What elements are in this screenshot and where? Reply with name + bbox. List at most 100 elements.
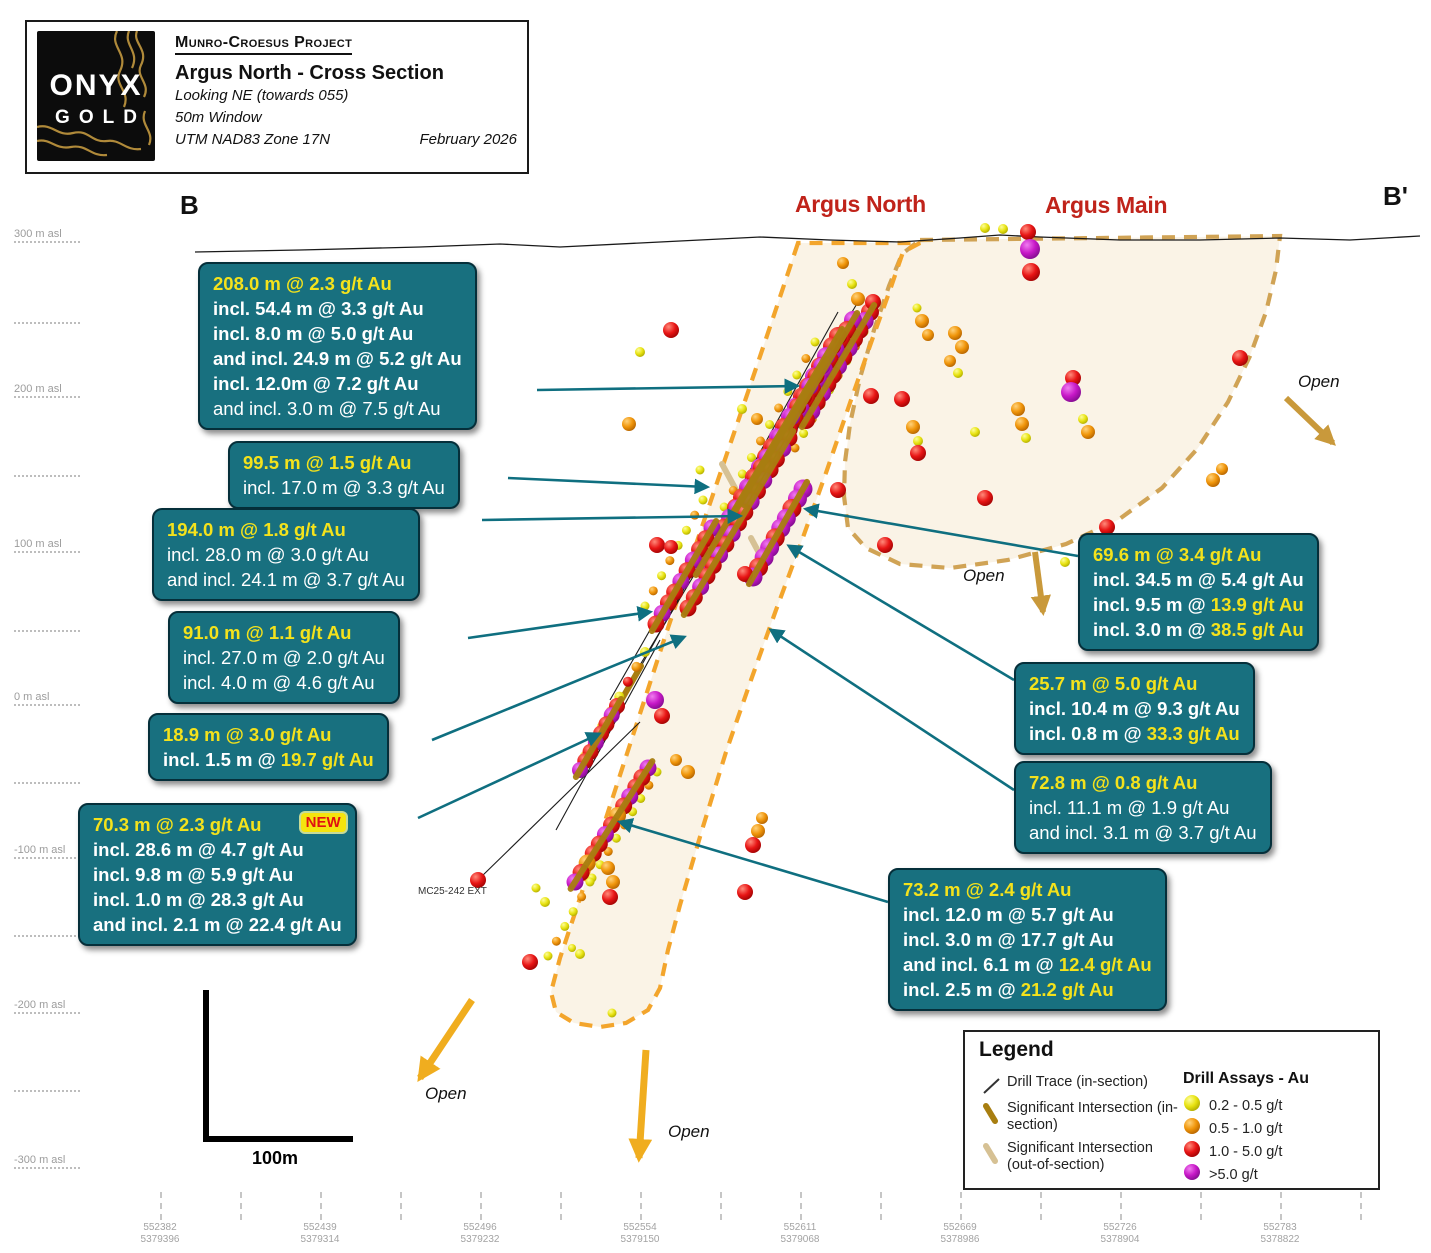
elevation-label: 200 m asl bbox=[14, 383, 80, 398]
callout-text: incl. 10.4 m @ 9.3 g/t Au bbox=[1029, 698, 1240, 719]
assay-legend-title: Drill Assays - Au bbox=[1183, 1070, 1309, 1087]
open-label-1: Open bbox=[1298, 372, 1340, 391]
callout-text: incl. 28.0 m @ 3.0 g/t Au bbox=[167, 544, 369, 565]
callout-line: incl. 8.0 m @ 5.0 g/t Au bbox=[213, 321, 462, 346]
assay-class-dot-icon bbox=[1183, 1163, 1201, 1186]
callout-text: 194.0 m @ 1.8 g/t Au bbox=[167, 519, 346, 540]
coordinate-label: 552439 5379314 bbox=[300, 1222, 340, 1245]
callout-line: incl. 9.8 m @ 5.9 g/t Au bbox=[93, 862, 342, 887]
callout-line: and incl. 24.9 m @ 5.2 g/t Au bbox=[213, 346, 462, 371]
coordinate-label: 552496 5379232 bbox=[460, 1222, 500, 1245]
open-label-3: Open bbox=[425, 1084, 467, 1103]
assay-class-label: 1.0 - 5.0 g/t bbox=[1209, 1143, 1283, 1160]
callout-text: and incl. 24.9 m @ 5.2 g/t Au bbox=[213, 348, 462, 369]
coordinate-label: 552669 5378986 bbox=[940, 1222, 980, 1245]
callout-text: incl. 9.5 m @ bbox=[1093, 594, 1211, 615]
drillhole-label: MC25-242 EXT bbox=[418, 886, 487, 897]
section-title: Argus North - Cross Section bbox=[175, 62, 444, 84]
callout-text: and incl. 2.1 m @ 22.4 g/t Au bbox=[93, 914, 342, 935]
legend-title: Legend bbox=[979, 1038, 1054, 1061]
callout-text: 69.6 m @ 3.4 g/t Au bbox=[1093, 544, 1262, 565]
legend-item-label: Significant Intersection (out-of-section… bbox=[1007, 1140, 1153, 1173]
callout-line: incl. 0.8 m @ 33.3 g/t Au bbox=[1029, 721, 1240, 746]
logo-text-gold: GOLD bbox=[55, 107, 146, 128]
callout-text: 99.5 m @ 1.5 g/t Au bbox=[243, 452, 412, 473]
zone-fills bbox=[551, 236, 1280, 1027]
callout-line: incl. 3.0 m @ 38.5 g/t Au bbox=[1093, 617, 1304, 642]
coordinate-label: 552726 5378904 bbox=[1100, 1222, 1140, 1245]
callout-line: 72.8 m @ 0.8 g/t Au bbox=[1029, 770, 1257, 795]
section-datum: UTM NAD83 Zone 17N bbox=[175, 131, 331, 148]
elevation-label: -300 m asl bbox=[14, 1154, 80, 1169]
coordinate-tick bbox=[1360, 1192, 1362, 1220]
callout-text: incl. 54.4 m @ 3.3 g/t Au bbox=[213, 298, 424, 319]
elevation-tick bbox=[14, 630, 80, 632]
elevation-tick bbox=[14, 1090, 80, 1092]
scalebar-horizontal bbox=[203, 1136, 353, 1142]
section-date: February 2026 bbox=[419, 131, 517, 148]
callout-text: and incl. 24.1 m @ 3.7 g/t Au bbox=[167, 569, 405, 590]
callout-line: 99.5 m @ 1.5 g/t Au bbox=[243, 450, 445, 475]
callout-line: incl. 12.0m @ 7.2 g/t Au bbox=[213, 371, 462, 396]
elevation-label: 100 m asl bbox=[14, 538, 80, 553]
callout-line: incl. 2.5 m @ 21.2 g/t Au bbox=[903, 977, 1152, 1002]
callout-c99: 99.5 m @ 1.5 g/t Au incl. 17.0 m @ 3.3 g/… bbox=[228, 441, 460, 509]
elevation-label: 300 m asl bbox=[14, 228, 80, 243]
callout-line: 25.7 m @ 5.0 g/t Au bbox=[1029, 671, 1240, 696]
assay-class-row: 1.0 - 5.0 g/t bbox=[1183, 1140, 1282, 1163]
section-orientation: Looking NE (towards 055) bbox=[175, 87, 349, 104]
callout-c18: 18.9 m @ 3.0 g/t Au incl. 1.5 m @ 19.7 g/… bbox=[148, 713, 389, 781]
callout-text: 18.9 m @ 3.0 g/t Au bbox=[163, 724, 332, 745]
callout-line: and incl. 3.0 m @ 7.5 g/t Au bbox=[213, 396, 462, 421]
callout-line: 70.3 m @ 2.3 g/t Au bbox=[93, 812, 342, 837]
coordinate-label: 552554 5379150 bbox=[620, 1222, 660, 1245]
assay-class-label: >5.0 g/t bbox=[1209, 1166, 1258, 1183]
legend-item-label: Drill Trace (in-section) bbox=[1007, 1074, 1148, 1090]
elevation-label: 0 m asl bbox=[14, 691, 80, 706]
callout-text: incl. 0.8 m @ bbox=[1029, 723, 1147, 744]
elevation-label: -100 m asl bbox=[14, 844, 80, 859]
callout-text: incl. 27.0 m @ 2.0 g/t Au bbox=[183, 647, 385, 668]
callout-text: 13.9 g/t Au bbox=[1210, 594, 1304, 615]
callout-text: incl. 3.0 m @ 17.7 g/t Au bbox=[903, 929, 1114, 950]
callout-line: incl. 1.0 m @ 28.3 g/t Au bbox=[93, 887, 342, 912]
callout-text: incl. 8.0 m @ 5.0 g/t Au bbox=[213, 323, 414, 344]
callout-text: 72.8 m @ 0.8 g/t Au bbox=[1029, 772, 1198, 793]
callout-text: incl. 28.6 m @ 4.7 g/t Au bbox=[93, 839, 304, 860]
open-label-4: Open bbox=[668, 1122, 710, 1141]
callout-text: 25.7 m @ 5.0 g/t Au bbox=[1029, 673, 1198, 694]
callout-text: incl. 2.5 m @ bbox=[903, 979, 1021, 1000]
elevation-tick bbox=[14, 782, 80, 784]
section-marker-b: B bbox=[180, 190, 199, 220]
callout-text: incl. 34.5 m @ 5.4 g/t Au bbox=[1093, 569, 1304, 590]
scalebar-label: 100m bbox=[252, 1148, 299, 1168]
callout-line: 91.0 m @ 1.1 g/t Au bbox=[183, 620, 385, 645]
callout-text: incl. 11.1 m @ 1.9 g/t Au bbox=[1029, 797, 1230, 818]
callout-line: 208.0 m @ 2.3 g/t Au bbox=[213, 271, 462, 296]
callout-arrows bbox=[417, 378, 1079, 904]
callout-line: incl. 28.6 m @ 4.7 g/t Au bbox=[93, 837, 342, 862]
assay-class-row: >5.0 g/t bbox=[1183, 1163, 1282, 1186]
callout-line: 73.2 m @ 2.4 g/t Au bbox=[903, 877, 1152, 902]
coordinate-tick bbox=[1040, 1192, 1042, 1220]
callout-text: incl. 3.0 m @ bbox=[1093, 619, 1211, 640]
logo-text-onyx: ONYX bbox=[49, 69, 143, 102]
callout-text: 12.4 g/t Au bbox=[1058, 954, 1152, 975]
title-block: ONYX GOLD Munro-Croesus Project Argus No… bbox=[25, 20, 529, 174]
callout-line: and incl. 3.1 m @ 3.7 g/t Au bbox=[1029, 820, 1257, 845]
callout-text: incl. 12.0 m @ 5.7 g/t Au bbox=[903, 904, 1114, 925]
callout-text: 91.0 m @ 1.1 g/t Au bbox=[183, 622, 352, 643]
coordinate-tick bbox=[1200, 1192, 1202, 1220]
legend-item-label: Significant Intersection (in-section) bbox=[1007, 1100, 1178, 1133]
coordinate-tick bbox=[960, 1192, 962, 1220]
callout-line: incl. 28.0 m @ 3.0 g/t Au bbox=[167, 542, 405, 567]
assay-class-dot-icon bbox=[1183, 1140, 1201, 1163]
open-arrows bbox=[417, 395, 1336, 1163]
elevation-tick bbox=[14, 322, 80, 324]
callout-text: incl. 9.8 m @ 5.9 g/t Au bbox=[93, 864, 294, 885]
callout-line: incl. 9.5 m @ 13.9 g/t Au bbox=[1093, 592, 1304, 617]
callout-line: incl. 34.5 m @ 5.4 g/t Au bbox=[1093, 567, 1304, 592]
callout-line: incl. 1.5 m @ 19.7 g/t Au bbox=[163, 747, 374, 772]
assay-class-row: 0.5 - 1.0 g/t bbox=[1183, 1117, 1282, 1140]
